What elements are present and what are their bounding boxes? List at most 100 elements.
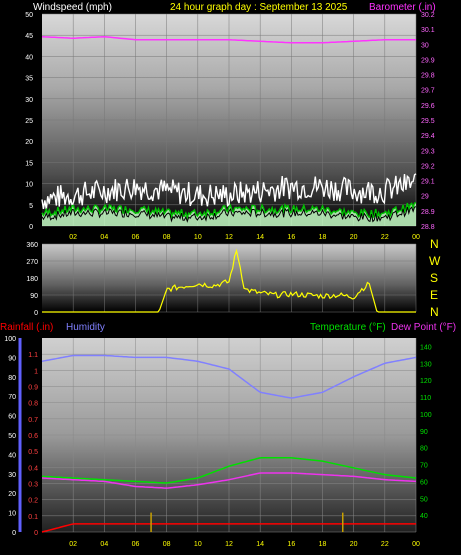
rain-tick-label: 0 xyxy=(34,530,38,537)
humidity-tick-label: 60 xyxy=(8,414,16,421)
time-tick-label: 06 xyxy=(132,234,140,241)
humidity-tick-label: 100 xyxy=(4,336,16,343)
direction-tick-label: 0 xyxy=(34,310,38,317)
time-tick-label: 00 xyxy=(412,541,420,548)
time-tick-label: 18 xyxy=(319,234,327,241)
wind-tick-label: 0 xyxy=(29,224,33,231)
rain-tick-label: 0.4 xyxy=(28,465,38,472)
baro-tick-label: 29.2 xyxy=(421,163,435,170)
direction-tick-label: 180 xyxy=(26,276,38,283)
rain-tick-label: 0.9 xyxy=(28,385,38,392)
temp-tick-label: 130 xyxy=(420,361,432,368)
temperature-axis-title: Temperature (°F) xyxy=(310,322,386,333)
compass-w: W xyxy=(429,254,441,268)
time-tick-label: 10 xyxy=(194,541,202,548)
wind-gust-series xyxy=(41,173,417,210)
compass-n-bottom: N xyxy=(430,305,439,319)
direction-tick-label: 270 xyxy=(26,259,38,266)
wind-direction-series xyxy=(42,248,416,313)
temp-tick-label: 80 xyxy=(420,446,428,453)
temp-tick-label: 60 xyxy=(420,479,428,486)
time-tick-label: 12 xyxy=(225,234,233,241)
baro-axis-title: Barometer (.in) xyxy=(369,2,436,13)
barometer-series xyxy=(41,35,416,44)
humidity-axis-title: Humidity xyxy=(66,322,105,333)
time-tick-label: 16 xyxy=(287,234,295,241)
direction-tick-label: 360 xyxy=(26,242,38,249)
wind-tick-label: 10 xyxy=(25,182,33,189)
baro-tick-label: 30.2 xyxy=(421,12,435,19)
temp-tick-label: 70 xyxy=(420,463,428,470)
wind-avg-series xyxy=(41,202,417,220)
wind-axis-title: Windspeed (mph) xyxy=(33,2,112,13)
time-tick-label: 18 xyxy=(319,541,327,548)
wind-tick-label: 20 xyxy=(25,139,33,146)
time-tick-label: 00 xyxy=(412,234,420,241)
compass-e: E xyxy=(430,288,438,302)
rain-tick-label: 1.1 xyxy=(28,352,38,359)
baro-tick-label: 28.8 xyxy=(421,224,435,231)
humidity-tick-label: 70 xyxy=(8,394,16,401)
rainfall-series xyxy=(41,523,416,533)
humidity-tick-label: 90 xyxy=(8,355,16,362)
baro-tick-label: 30 xyxy=(421,42,429,49)
humidity-tick-label: 80 xyxy=(8,375,16,382)
wind-tick-label: 15 xyxy=(25,160,33,167)
humidity-tick-label: 10 xyxy=(8,511,16,518)
rain-tick-label: 1 xyxy=(34,368,38,375)
baro-tick-label: 28.9 xyxy=(421,209,435,216)
temp-tick-label: 120 xyxy=(420,378,432,385)
time-tick-label: 14 xyxy=(256,541,264,548)
rain-tick-label: 0.7 xyxy=(28,417,38,424)
humidity-tick-label: 20 xyxy=(8,491,16,498)
rain-tick-label: 0.8 xyxy=(28,401,38,408)
time-tick-label: 20 xyxy=(350,541,358,548)
temperature-series xyxy=(41,457,417,484)
time-tick-label: 10 xyxy=(194,234,202,241)
dewpoint-series xyxy=(41,472,417,489)
temp-tick-label: 40 xyxy=(420,513,428,520)
graph-title: 24 hour graph day : September 13 2025 xyxy=(170,2,348,13)
time-tick-label: 16 xyxy=(287,541,295,548)
wind-tick-label: 50 xyxy=(25,12,33,19)
compass-s: S xyxy=(430,271,438,285)
wind-tick-label: 40 xyxy=(25,54,33,61)
baro-tick-label: 29.3 xyxy=(421,148,435,155)
wind-avg-fill xyxy=(42,202,416,226)
time-tick-label: 04 xyxy=(100,541,108,548)
temp-tick-label: 90 xyxy=(420,429,428,436)
baro-tick-label: 30.1 xyxy=(421,27,435,34)
humidity-tick-label: 0 xyxy=(12,530,16,537)
temp-tick-label: 110 xyxy=(420,395,431,402)
time-tick-label: 06 xyxy=(132,541,140,548)
time-tick-label: 20 xyxy=(350,234,358,241)
time-tick-label: 02 xyxy=(69,234,77,241)
rain-tick-label: 0.5 xyxy=(28,449,38,456)
time-tick-label: 22 xyxy=(381,541,389,548)
baro-tick-label: 29.9 xyxy=(421,57,435,64)
baro-tick-label: 29.8 xyxy=(421,73,435,80)
wind-tick-label: 45 xyxy=(25,33,33,40)
wind-low-series xyxy=(41,206,417,223)
time-tick-label: 08 xyxy=(163,234,171,241)
time-tick-label: 22 xyxy=(381,234,389,241)
temp-tick-label: 100 xyxy=(420,412,432,419)
time-tick-label: 02 xyxy=(69,541,77,548)
baro-tick-label: 29.1 xyxy=(421,179,435,186)
time-tick-label: 08 xyxy=(163,541,171,548)
compass-n-top: N xyxy=(430,237,439,251)
rain-tick-label: 0.6 xyxy=(28,433,38,440)
baro-tick-label: 29 xyxy=(421,194,429,201)
humidity-tick-label: 30 xyxy=(8,472,16,479)
rain-tick-label: 0.1 xyxy=(28,514,38,521)
rain-tick-label: 0.3 xyxy=(28,482,38,489)
direction-tick-label: 90 xyxy=(30,293,38,300)
compass-labels: N W S E N xyxy=(429,237,441,319)
baro-tick-label: 29.7 xyxy=(421,88,435,95)
rain-tick-label: 0.2 xyxy=(28,498,38,505)
temp-tick-label: 140 xyxy=(420,344,432,351)
rain-axis-title: Rainfall (.in) xyxy=(0,322,53,333)
dewpoint-axis-title: Dew Point (°F) xyxy=(391,322,456,333)
time-tick-label: 14 xyxy=(256,234,264,241)
